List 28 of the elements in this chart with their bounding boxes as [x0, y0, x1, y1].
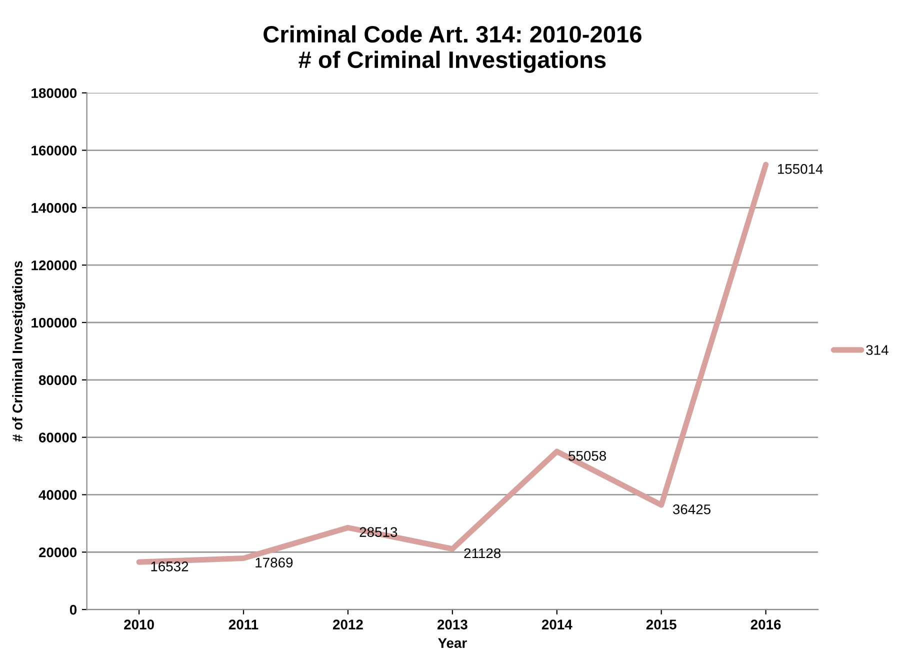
y-tick-label: 0: [70, 604, 77, 615]
x-tick-label: 2016: [750, 620, 781, 630]
y-tick-label: 140000: [32, 203, 77, 213]
data-label: 155014: [778, 164, 823, 174]
y-tick-label: 120000: [32, 260, 77, 270]
legend-label: 314: [866, 345, 888, 355]
y-tick-label: 100000: [32, 318, 77, 328]
x-tick-label: 2014: [542, 620, 572, 630]
x-tick-label: 2010: [124, 620, 154, 630]
data-label: 36425: [672, 504, 710, 514]
data-label: 17869: [256, 558, 293, 568]
data-label: 28513: [360, 527, 398, 537]
x-tick-label: 2013: [437, 620, 468, 630]
y-axis-title: # of Criminal Investigations: [12, 261, 26, 442]
y-tick-label: 180000: [32, 88, 77, 98]
y-tick-label: 20000: [38, 547, 77, 558]
y-tick-label: 40000: [38, 490, 77, 500]
chart-title: Criminal Code Art. 314: 2010-2016 # of Criminal Investigations: [264, 25, 642, 73]
x-tick-label: 2011: [228, 620, 258, 630]
y-tick-label: 80000: [38, 375, 77, 386]
y-tick-label: 60000: [39, 432, 77, 442]
data-label: 21128: [464, 548, 501, 558]
x-tick-label: 2015: [646, 620, 676, 630]
data-label: 16532: [151, 562, 188, 572]
x-axis-title: Year: [438, 638, 467, 648]
data-label: 55058: [568, 450, 606, 461]
y-tick-label: 160000: [32, 146, 77, 156]
x-tick-label: 2012: [333, 620, 363, 630]
